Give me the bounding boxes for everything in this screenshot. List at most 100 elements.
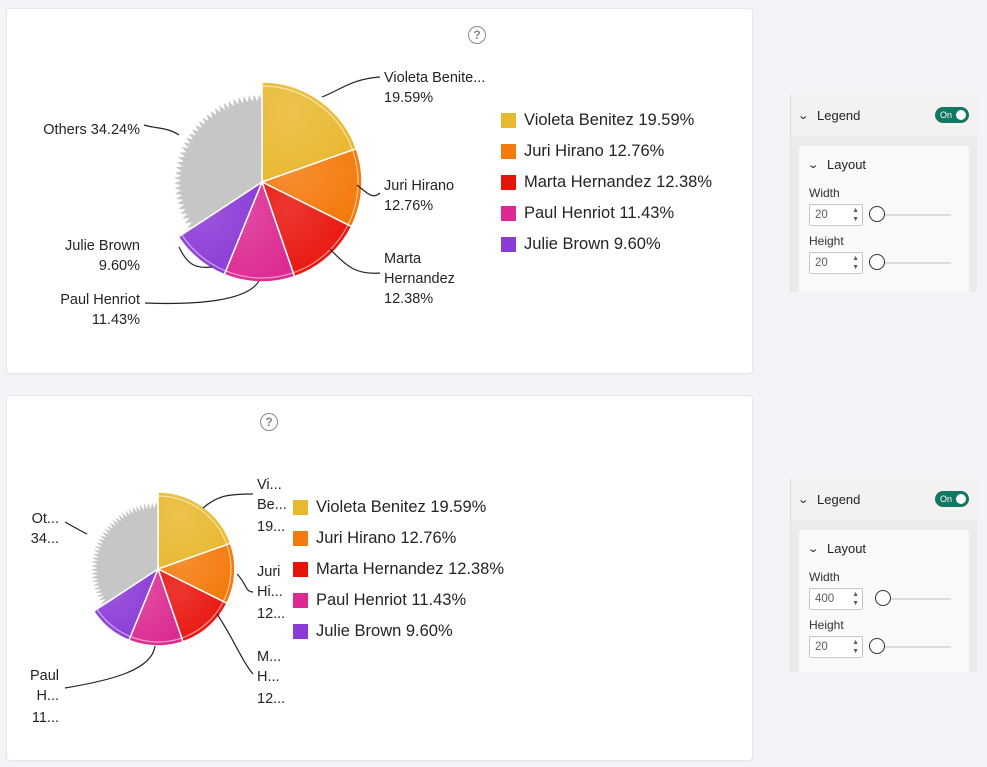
data-label: H... bbox=[36, 688, 59, 704]
data-label: Paul bbox=[30, 668, 59, 684]
pie-slice-paul-henriot-rim bbox=[225, 270, 294, 279]
width-input[interactable]: 400 ▲ ▼ bbox=[809, 588, 863, 610]
legend-label: Violeta Benitez 19.59% bbox=[524, 111, 695, 129]
help-circle-icon[interactable]: ? bbox=[468, 26, 486, 44]
leader-line bbox=[202, 493, 254, 509]
layout-header[interactable]: ⌄ Layout bbox=[799, 530, 969, 566]
legend-label: Juri Hirano 12.76% bbox=[316, 529, 457, 547]
pie-chart-card-2: ? Vi... Be... 19... Juri Hi... 12... M... H... 1… bbox=[6, 395, 753, 761]
legend-item[interactable]: Juri Hirano 12.76% bbox=[293, 523, 504, 554]
width-value: 400 bbox=[815, 593, 835, 605]
legend-swatch bbox=[293, 500, 308, 515]
height-label: Height bbox=[809, 234, 844, 248]
height-input[interactable]: 20 ▲ ▼ bbox=[809, 252, 863, 274]
legend-1: Violeta Benitez 19.59% Juri Hirano 12.76… bbox=[501, 105, 712, 260]
data-label: Ot... bbox=[32, 511, 59, 527]
legend-item[interactable]: Paul Henriot 11.43% bbox=[501, 198, 712, 229]
pie-slice-juri-hirano[interactable] bbox=[260, 147, 363, 228]
pie-slice-violeta-benitez[interactable] bbox=[261, 81, 358, 184]
slider-track bbox=[877, 646, 951, 648]
pie-slice-juri-hirano-rim bbox=[347, 149, 359, 226]
data-label: 11.43% bbox=[92, 312, 140, 328]
height-slider[interactable] bbox=[869, 637, 951, 657]
legend-label: Marta Hernandez 12.38% bbox=[524, 173, 713, 191]
pie-slice-paul-henriot[interactable] bbox=[223, 179, 296, 283]
slider-thumb[interactable] bbox=[874, 590, 891, 606]
slider-thumb[interactable] bbox=[869, 254, 885, 270]
legend-item[interactable]: Paul Henriot 11.43% bbox=[293, 585, 504, 616]
height-input[interactable]: 20 ▲ ▼ bbox=[809, 636, 863, 658]
data-label: 12... bbox=[257, 606, 285, 622]
pie-slice-marta-hernandez[interactable] bbox=[260, 180, 353, 278]
data-label: Hernandez bbox=[384, 271, 455, 287]
help-circle-icon[interactable]: ? bbox=[260, 413, 278, 431]
data-label: Violeta Benite... bbox=[384, 70, 485, 86]
legend-item[interactable]: Violeta Benitez 19.59% bbox=[501, 105, 712, 136]
pie-slice-marta-hernandez[interactable] bbox=[156, 567, 228, 643]
format-pane-legend-1: ⌄ Legend On ⌄ Layout Width 20 ▲ ▼ Height 2… bbox=[790, 94, 977, 292]
slider-track bbox=[877, 598, 951, 600]
leader-line bbox=[329, 248, 381, 274]
spinner-icon[interactable]: ▲ ▼ bbox=[852, 591, 859, 607]
leader-line bbox=[64, 645, 156, 689]
data-label: 11... bbox=[32, 710, 59, 726]
chevron-down-icon[interactable]: ⌄ bbox=[807, 158, 820, 171]
slider-thumb[interactable] bbox=[869, 206, 885, 222]
data-label: Hi... bbox=[257, 584, 283, 600]
data-label: 12.76% bbox=[384, 198, 433, 214]
data-label: Julie Brown bbox=[65, 238, 140, 254]
legend-toggle[interactable]: On bbox=[935, 491, 969, 507]
data-label: Others 34.24% bbox=[43, 122, 140, 138]
legend-item[interactable]: Julie Brown 9.60% bbox=[501, 229, 712, 260]
leader-line bbox=[178, 246, 213, 269]
chevron-down-icon[interactable]: ⌄ bbox=[797, 493, 810, 506]
format-pane-legend-2: ⌄ Legend On ⌄ Layout Width 400 ▲ ▼ Height … bbox=[790, 478, 977, 672]
width-slider[interactable] bbox=[869, 589, 951, 609]
legend-label: Julie Brown 9.60% bbox=[524, 235, 661, 253]
spinner-icon[interactable]: ▲ ▼ bbox=[852, 255, 859, 271]
legend-label: Violeta Benitez 19.59% bbox=[316, 498, 487, 516]
legend-toggle[interactable]: On bbox=[935, 107, 969, 123]
chevron-down-icon[interactable]: ⌄ bbox=[797, 109, 810, 122]
leader-line bbox=[64, 521, 88, 535]
legend-section-header[interactable]: ⌄ Legend On bbox=[791, 478, 977, 520]
pie-slice-julie-brown[interactable] bbox=[177, 180, 264, 276]
data-label: Juri Hirano bbox=[384, 178, 454, 194]
legend-item[interactable]: Julie Brown 9.60% bbox=[293, 616, 504, 647]
height-slider[interactable] bbox=[869, 253, 951, 273]
pie-slice-violeta-benitez-rim bbox=[261, 85, 354, 151]
toggle-label: On bbox=[940, 494, 953, 504]
legend-swatch bbox=[501, 206, 516, 221]
width-label: Width bbox=[809, 186, 840, 200]
legend-item[interactable]: Juri Hirano 12.76% bbox=[501, 136, 712, 167]
leader-line bbox=[143, 124, 180, 136]
pie-slice-others[interactable] bbox=[85, 496, 159, 608]
pie-slice-violeta-benitez[interactable] bbox=[157, 491, 232, 571]
width-slider[interactable] bbox=[869, 205, 951, 225]
pie-slice-juri-hirano[interactable] bbox=[156, 542, 236, 605]
slider-thumb[interactable] bbox=[869, 638, 885, 654]
legend-swatch bbox=[501, 113, 516, 128]
legend-item[interactable]: Marta Hernandez 12.38% bbox=[501, 167, 712, 198]
data-label: 19... bbox=[257, 519, 285, 535]
height-value: 20 bbox=[815, 641, 828, 653]
chevron-down-icon[interactable]: ⌄ bbox=[807, 542, 820, 555]
layout-header[interactable]: ⌄ Layout bbox=[799, 146, 969, 182]
legend-section-header[interactable]: ⌄ Legend On bbox=[791, 94, 977, 136]
layout-label: Layout bbox=[827, 540, 867, 556]
leader-line bbox=[236, 573, 254, 593]
data-label: Marta bbox=[384, 251, 422, 267]
legend-item[interactable]: Marta Hernandez 12.38% bbox=[293, 554, 504, 585]
pie-chart-card-1: ? Violeta Benite... 19.59% Juri Hirano 12.7… bbox=[6, 8, 753, 374]
spinner-icon[interactable]: ▲ ▼ bbox=[852, 207, 859, 223]
layout-card: ⌄ Layout Width 20 ▲ ▼ Height 20 ▲ ▼ bbox=[799, 146, 969, 292]
spinner-icon[interactable]: ▲ ▼ bbox=[852, 639, 859, 655]
leader-line bbox=[356, 184, 381, 197]
width-input[interactable]: 20 ▲ ▼ bbox=[809, 204, 863, 226]
pie-slice-others[interactable] bbox=[169, 89, 263, 231]
width-label: Width bbox=[809, 570, 840, 584]
legend-label: Juri Hirano 12.76% bbox=[524, 142, 665, 160]
data-label: Be... bbox=[257, 497, 287, 513]
legend-item[interactable]: Violeta Benitez 19.59% bbox=[293, 492, 504, 523]
pie-slice-julie-brown[interactable] bbox=[92, 567, 160, 642]
